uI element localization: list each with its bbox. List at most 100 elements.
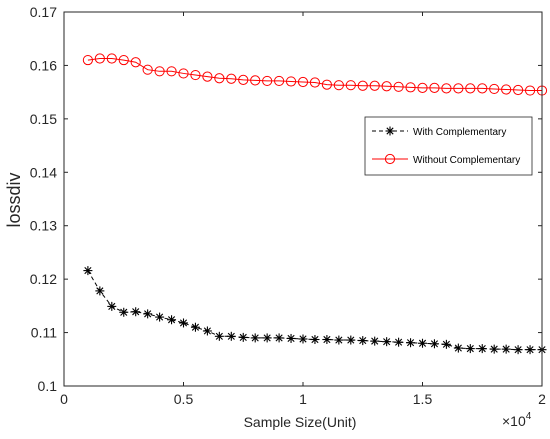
data-point: [179, 318, 188, 328]
data-point: [321, 79, 332, 90]
data-point: [357, 80, 368, 91]
data-point: [369, 80, 380, 91]
data-point: [322, 335, 332, 345]
series-line-without-complementary: [87, 57, 542, 92]
data-point: [285, 76, 297, 87]
data-point: [382, 337, 392, 347]
data-point: [525, 345, 535, 355]
data-point: [489, 83, 500, 95]
series-with-complementary: [83, 266, 547, 355]
data-point: [118, 54, 129, 66]
data-point: [250, 333, 260, 343]
data-point: [142, 64, 153, 75]
data-point: [238, 74, 249, 85]
x-axis-multiplier-exponent: 4: [526, 411, 532, 422]
data-point: [226, 73, 237, 84]
y-axis-label: lossdiv: [4, 172, 24, 227]
legend-box: [364, 116, 533, 176]
data-point: [489, 344, 499, 354]
data-point: [441, 83, 452, 94]
data-point: [381, 81, 392, 92]
data-point: [143, 309, 153, 319]
series-layer: [82, 53, 548, 355]
data-point: [465, 344, 475, 354]
data-point: [119, 307, 129, 317]
data-point: [286, 333, 296, 343]
y-tick-label: 0.14: [30, 164, 57, 180]
data-point: [333, 80, 344, 91]
data-point: [131, 307, 141, 317]
x-axis-multiplier-base: ×10: [502, 413, 526, 429]
data-point: [346, 335, 356, 345]
data-point: [178, 68, 189, 79]
data-point: [405, 82, 416, 93]
data-point: [95, 286, 105, 296]
data-point: [107, 301, 117, 311]
data-point: [226, 331, 236, 341]
series-without-complementary: [82, 53, 548, 96]
data-point: [429, 339, 439, 349]
data-point: [501, 84, 512, 95]
data-point: [106, 53, 117, 64]
y-tick-label: 0.17: [30, 4, 57, 20]
y-tick-label: 0.16: [30, 57, 57, 73]
legend-marker-circle: [384, 153, 396, 165]
data-point: [524, 85, 536, 96]
data-point: [334, 335, 344, 345]
data-point: [453, 343, 463, 353]
data-point: [166, 66, 177, 77]
data-point: [190, 69, 201, 81]
data-point: [394, 337, 404, 347]
legend-marker-asterisk: [385, 126, 395, 136]
data-point: [429, 82, 440, 93]
x-tick-label: 2: [538, 391, 546, 407]
data-point: [406, 338, 416, 348]
data-point: [417, 82, 428, 93]
data-point: [94, 53, 105, 64]
data-point: [130, 57, 141, 68]
y-tick-label: 0.11: [31, 325, 57, 341]
data-point: [297, 76, 309, 88]
data-point: [238, 332, 248, 342]
x-tick-label: 0: [60, 391, 68, 407]
data-point: [501, 344, 511, 354]
axis-ticks: 0 0.5 1 1.5 2 0.1 0.11 0.12 0.13 0.14 0.15 0.16 0.17: [30, 4, 546, 407]
data-point: [477, 344, 487, 354]
data-point: [214, 73, 225, 84]
legend-label-without-complementary: Without Complementary: [413, 155, 520, 166]
data-point: [370, 336, 380, 346]
data-point: [418, 338, 427, 348]
data-point: [202, 71, 213, 82]
x-tick-label: 1.5: [413, 391, 433, 407]
legend: With Complementary Without Complementary: [364, 116, 533, 176]
legend-label-with-complementary: With Complementary: [413, 127, 506, 138]
data-point: [82, 54, 94, 66]
data-point: [345, 80, 356, 91]
data-point: [274, 75, 285, 87]
data-point: [513, 84, 524, 96]
data-point: [154, 66, 165, 77]
data-point: [453, 83, 464, 94]
data-point: [513, 345, 523, 355]
data-point: [262, 333, 272, 343]
data-point: [298, 334, 308, 344]
data-point: [262, 75, 273, 87]
y-tick-label: 0.12: [30, 271, 57, 287]
data-point: [167, 315, 177, 325]
data-point: [393, 81, 404, 92]
y-tick-label: 0.15: [30, 111, 57, 127]
data-point: [358, 336, 368, 346]
data-point: [309, 77, 321, 88]
data-point: [190, 322, 200, 332]
data-point: [310, 335, 320, 345]
data-point: [83, 266, 93, 276]
data-point: [214, 331, 224, 341]
x-axis-multiplier: ×104: [502, 411, 532, 429]
x-tick-label: 0.5: [174, 391, 194, 407]
y-tick-label: 0.13: [30, 218, 57, 234]
data-point: [155, 312, 165, 322]
x-axis-label: Sample Size(Unit): [244, 414, 357, 430]
data-point: [441, 339, 451, 349]
y-tick-label: 0.1: [38, 378, 58, 394]
